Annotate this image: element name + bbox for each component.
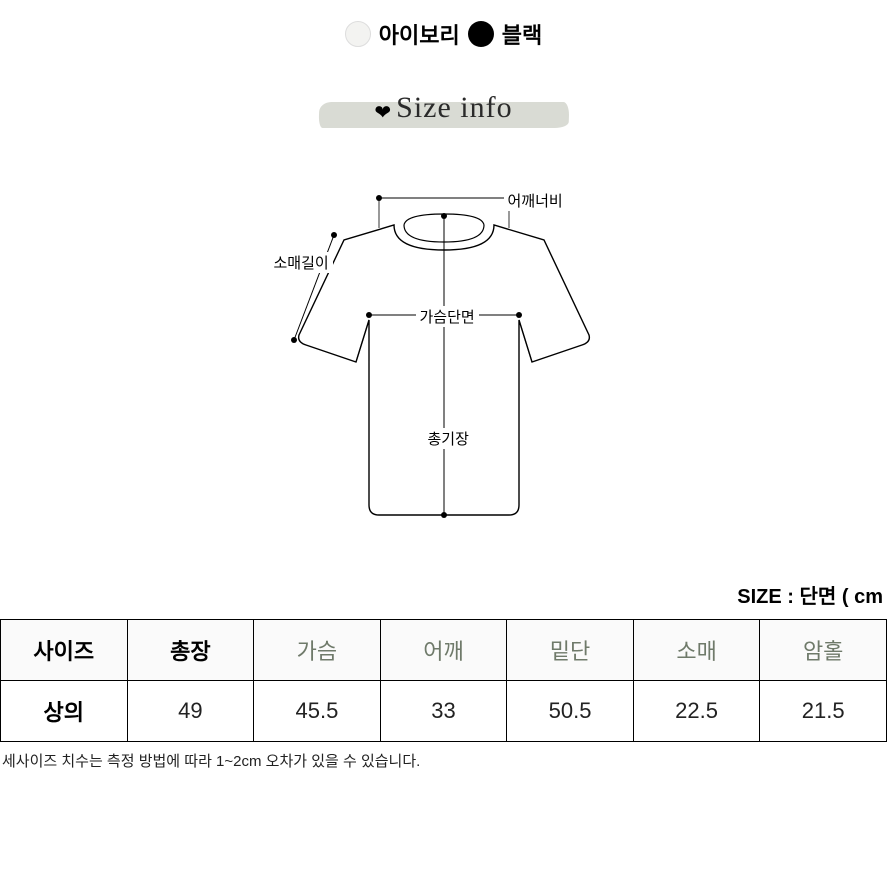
size-unit-note: SIZE : 단면 ( cm bbox=[0, 580, 887, 609]
cell: 50.5 bbox=[507, 681, 634, 742]
cell: 49 bbox=[127, 681, 254, 742]
label-sleeve: 소매길이 bbox=[270, 252, 333, 273]
row-label: 상의 bbox=[1, 681, 128, 742]
table-header-row: 사이즈 총장 가슴 어깨 밑단 소매 암홀 bbox=[1, 620, 887, 681]
heart-icon: ❤ bbox=[374, 91, 392, 135]
col-hem: 밑단 bbox=[507, 620, 634, 681]
swatch-ivory bbox=[345, 21, 371, 47]
swatch-black bbox=[468, 21, 494, 47]
heading-text: Size info bbox=[396, 91, 512, 124]
cell: 21.5 bbox=[760, 681, 887, 742]
color-options: 아이보리 블랙 bbox=[0, 0, 887, 50]
col-shoulder: 어깨 bbox=[380, 620, 507, 681]
label-shoulder: 어깨너비 bbox=[504, 190, 567, 211]
measurement-footnote: 세사이즈 치수는 측정 방법에 따라 1~2cm 오차가 있을 수 있습니다. bbox=[0, 750, 887, 771]
label-length: 총기장 bbox=[424, 428, 473, 449]
size-table: 사이즈 총장 가슴 어깨 밑단 소매 암홀 상의 49 45.5 33 50.5… bbox=[0, 619, 887, 742]
size-info-heading: ❤Size info bbox=[0, 86, 887, 130]
col-length: 총장 bbox=[127, 620, 254, 681]
label-ivory: 아이보리 bbox=[379, 18, 460, 50]
cell: 22.5 bbox=[633, 681, 760, 742]
label-black: 블랙 bbox=[502, 18, 542, 50]
col-size: 사이즈 bbox=[1, 620, 128, 681]
table-row: 상의 49 45.5 33 50.5 22.5 21.5 bbox=[1, 681, 887, 742]
cell: 33 bbox=[380, 681, 507, 742]
measurement-diagram: 어깨너비 소매길이 가슴단면 총기장 bbox=[0, 170, 887, 550]
label-chest: 가슴단면 bbox=[416, 306, 479, 327]
col-sleeve: 소매 bbox=[633, 620, 760, 681]
col-armhole: 암홀 bbox=[760, 620, 887, 681]
tshirt-svg bbox=[244, 170, 644, 550]
col-chest: 가슴 bbox=[254, 620, 381, 681]
cell: 45.5 bbox=[254, 681, 381, 742]
